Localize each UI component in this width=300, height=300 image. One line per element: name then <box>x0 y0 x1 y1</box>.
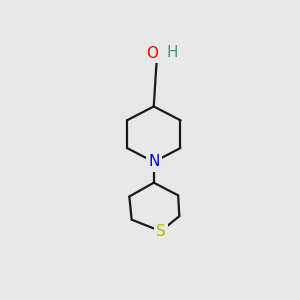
Text: N: N <box>148 154 159 169</box>
Text: S: S <box>156 224 166 239</box>
Text: H: H <box>167 45 178 60</box>
Text: O: O <box>147 46 159 61</box>
